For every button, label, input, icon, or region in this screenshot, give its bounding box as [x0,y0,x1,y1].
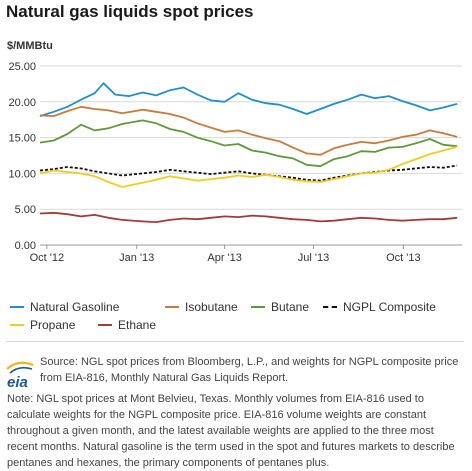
legend-item: Isobutane [165,300,238,314]
series-line-butane [39,119,458,168]
y-tick-label: 5.00 [15,204,36,216]
series-line-isobutane [39,105,458,156]
legend-swatch [323,306,337,308]
legend-label: Butane [271,300,310,314]
legend-label: Isobutane [185,300,238,314]
note-text: Note: NGL spot prices at Mont Belvieu, T… [7,393,455,469]
y-tick-label: 20.00 [8,97,36,109]
legend-label: Ethane [118,318,157,332]
y-tick-label: 25.00 [8,61,36,73]
legend-swatch [10,324,24,326]
x-tick-label: Oct '13 [386,252,421,264]
x-tick-label: Oct '12 [30,252,65,264]
logo-swoosh-2 [9,366,33,374]
logo-text: eia [7,374,28,391]
source-text: Source: NGL spot prices from Bloomberg, … [40,356,459,384]
legend-label: Natural Gasoline [30,300,120,314]
y-axis-unit-label: $/MMBtu [7,40,53,52]
chart-title: Natural gas liquids spot prices [6,2,254,21]
legend-label: Propane [30,318,76,332]
legend-item: Butane [251,300,309,314]
line-chart: 0.00 5.00 10.00 15.00 20.00 25.00 Oct '12 Jan … [8,61,462,264]
x-tick-label: Apr '13 [207,252,242,264]
series-line-ethane [39,211,458,223]
x-tick-label: Jan '13 [119,252,154,264]
series-line-natural-gasoline [39,82,458,117]
y-tick-label: 0.00 [15,240,36,252]
eia-logo: eia [4,356,38,392]
legend-swatch [251,306,265,308]
legend-item: NGPL Composite [323,300,436,314]
legend-item: Propane [10,318,75,332]
y-axis-ticks: 0.00 5.00 10.00 15.00 20.00 25.00 [8,61,36,252]
y-tick-label: 10.00 [8,168,36,180]
series-lines [39,82,458,223]
grid-lines [40,65,462,246]
legend-item: Natural Gasoline [10,300,119,314]
legend-item: Ethane [98,318,156,332]
series-line-propane [39,146,458,188]
y-tick-label: 15.00 [8,133,36,145]
x-tick-label: Jul '13 [298,252,329,264]
legend-swatch [10,306,24,308]
legend-label: NGPL Composite [343,300,436,314]
x-axis-ticks: Oct '12 Jan '13 Apr '13 Jul '13 Oct '13 [30,245,421,264]
divider [6,341,464,342]
legend-swatch [165,306,179,308]
logo-swoosh-1 [6,361,34,370]
legend-swatch [98,324,112,326]
